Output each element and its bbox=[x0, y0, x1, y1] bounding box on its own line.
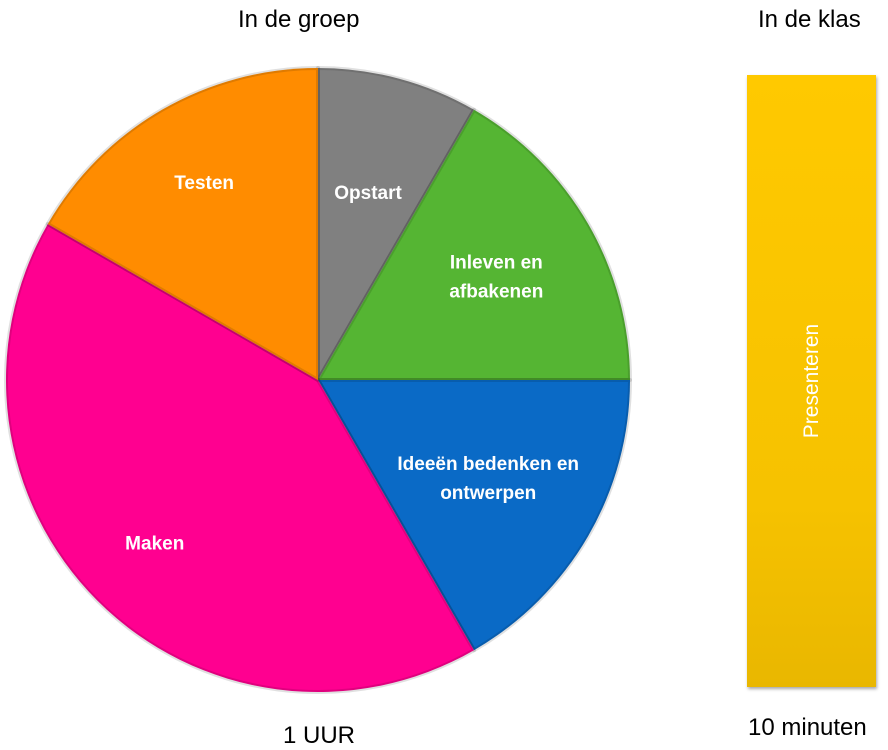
bar-label: Presenteren bbox=[799, 323, 823, 439]
pie-label-opstart: Opstart bbox=[334, 183, 402, 204]
bar-chart-duration: 10 minuten bbox=[748, 714, 867, 741]
pie-slice-inleven-en-afbakenen bbox=[316, 107, 632, 382]
presenteren-bar: Presenteren bbox=[747, 75, 876, 687]
pie-label-testen: Testen bbox=[174, 173, 234, 194]
pie-label-inleven-en-afbakenen: Inleven en afbakenen bbox=[449, 253, 543, 303]
pie-chart-duration: 1 UUR bbox=[283, 722, 356, 749]
pie-slice-maken bbox=[4, 222, 476, 694]
pie-label-maken: Maken bbox=[125, 533, 184, 554]
pie-chart-title: In de groep bbox=[238, 6, 360, 33]
pie-slice-idee-n-bedenken-en-ontwerpen bbox=[316, 378, 632, 653]
pie-slice-testen bbox=[45, 66, 320, 382]
pie-label-idee-n-bedenken-en-ontwerpen: Ideeën bedenken en ontwerpen bbox=[397, 454, 579, 504]
pie-slice-opstart bbox=[316, 66, 476, 382]
bar-chart-title: In de klas bbox=[758, 6, 861, 33]
